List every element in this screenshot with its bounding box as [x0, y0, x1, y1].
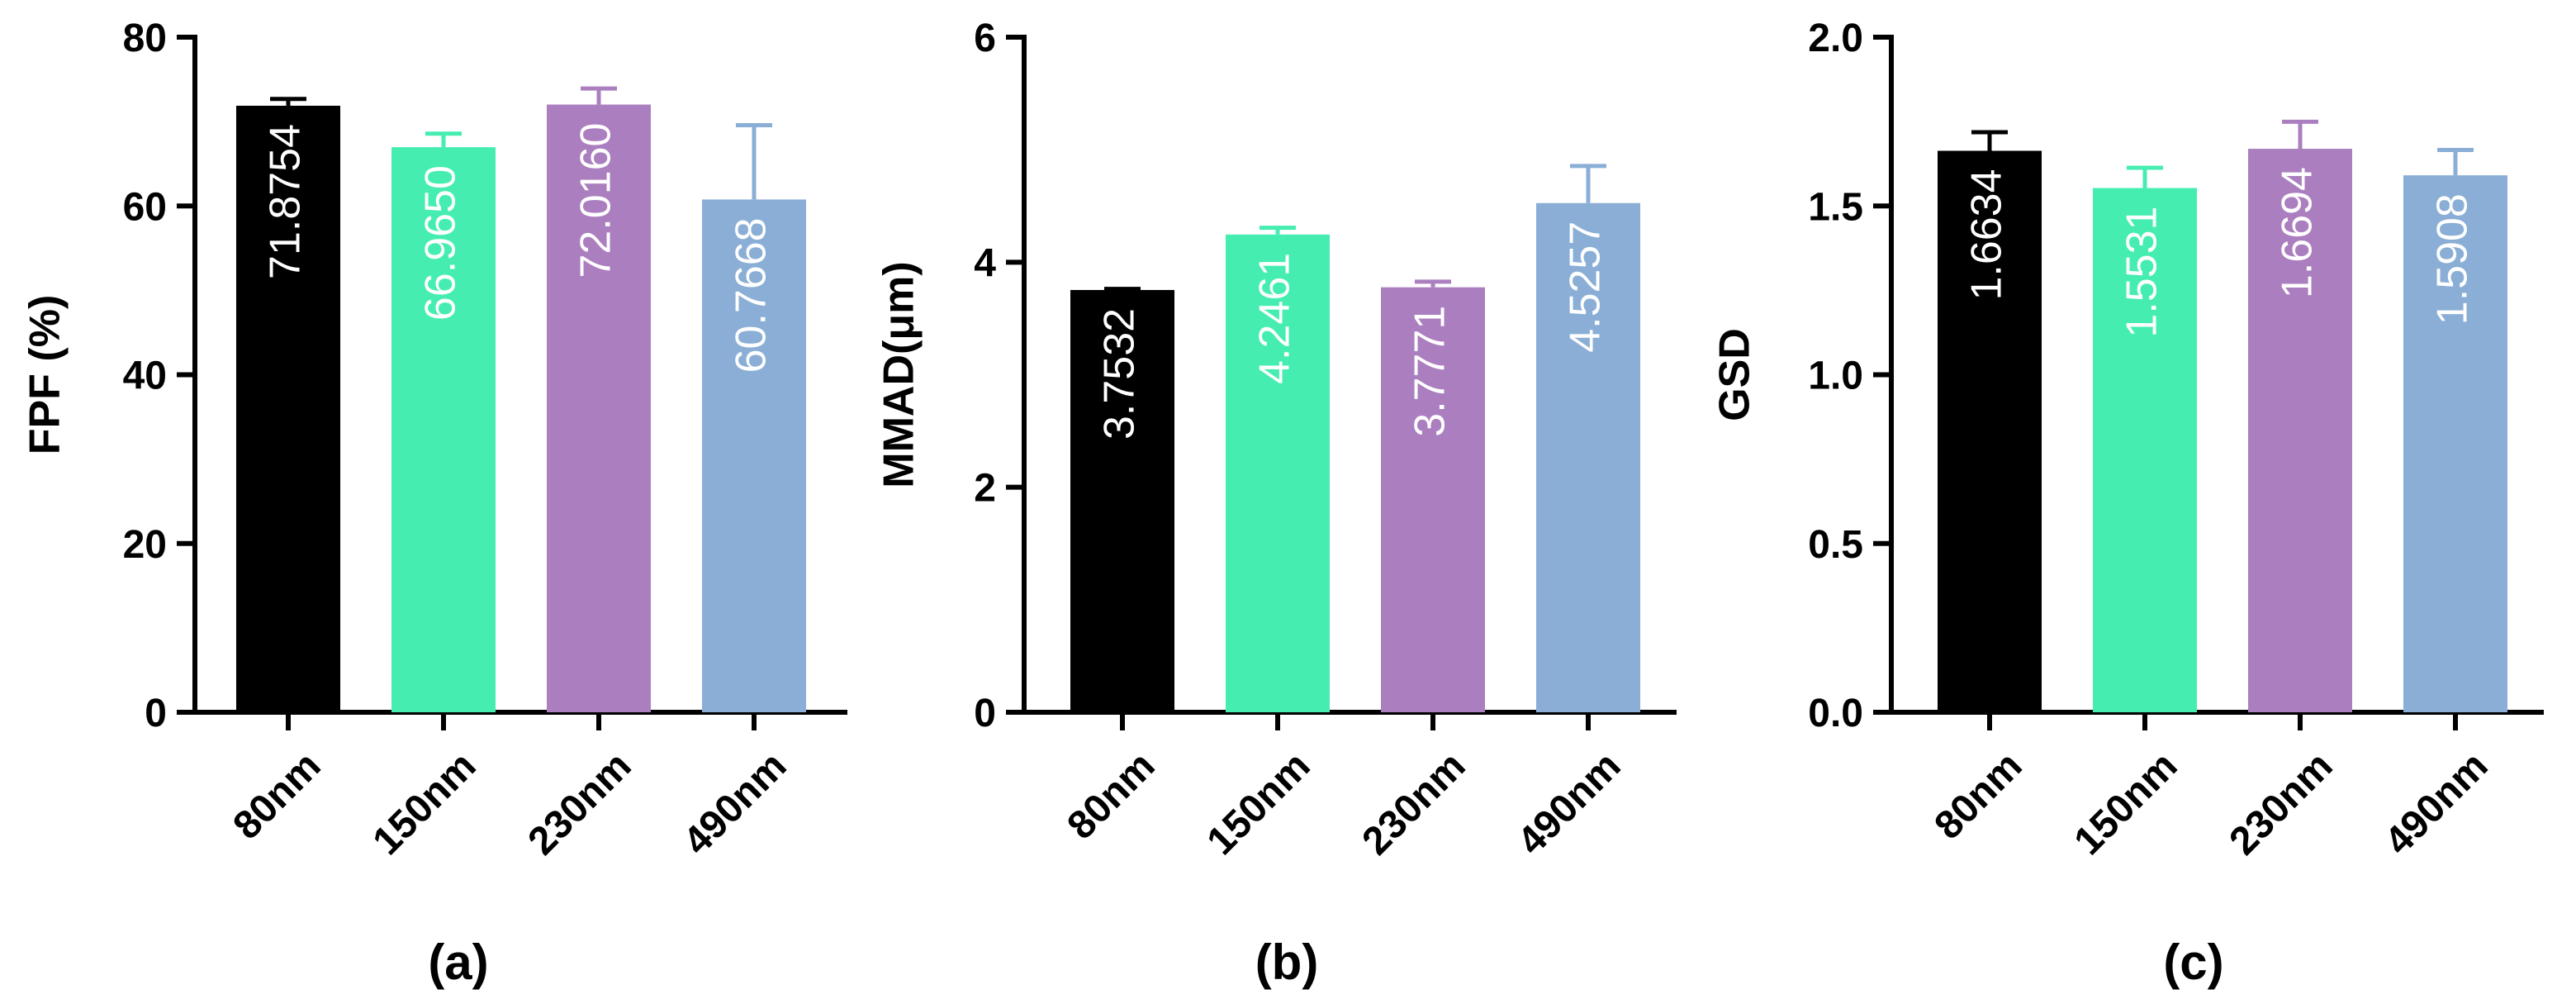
bar-value-label: 3.7532: [1096, 308, 1144, 440]
panel-a: 0 20 40 60 80 FPF (%) 71.8754 80nm 66.9650 150nm 7…: [21, 17, 847, 990]
bar-value-label: 1.6634: [1963, 169, 2011, 301]
bar-150nm: [1226, 234, 1330, 712]
y-tick-label: 2.0: [1808, 17, 1863, 60]
x-category-label: 490nm: [676, 744, 795, 863]
bar-230nm: [547, 104, 651, 712]
bar-value-label: 3.7771: [1407, 306, 1454, 437]
bar-490nm: [702, 199, 806, 712]
y-tick-label: 1.0: [1808, 354, 1863, 398]
x-category-label: 150nm: [365, 744, 485, 863]
x-category-label: 80nm: [225, 744, 329, 848]
y-tick-label: 80: [123, 17, 167, 60]
y-tick-label: 0: [145, 692, 167, 735]
y-tick-label: 20: [123, 523, 167, 567]
y-tick-label: 2: [974, 467, 996, 511]
bar-490nm: [2403, 175, 2507, 712]
y-axis-label: MMAD(μm): [875, 261, 923, 488]
x-category-label: 80nm: [1926, 744, 2030, 848]
x-category-label: 490nm: [2377, 744, 2497, 863]
bar-80nm: [1070, 289, 1174, 712]
y-tick-label: 0.0: [1808, 692, 1863, 735]
bar-80nm: [236, 105, 340, 713]
x-category-label: 150nm: [1199, 744, 1319, 863]
y-axis-label: GSD: [1711, 328, 1759, 421]
y-axis-label: FPF (%): [21, 295, 69, 455]
y-tick-label: 0.5: [1808, 523, 1863, 567]
x-category-label: 490nm: [1510, 744, 1630, 863]
y-tick-label: 0: [974, 692, 996, 735]
y-tick-label: 6: [974, 17, 996, 60]
panel-b: 0 2 4 6 MMAD(μm) 3.7532 80nm 4.2461 150nm 3.7771 2…: [875, 17, 1677, 990]
panel-label: (b): [1255, 935, 1319, 990]
y-tick-label: 40: [123, 354, 167, 398]
x-category-label: 150nm: [2066, 744, 2186, 863]
bar-value-label: 4.2461: [1251, 253, 1299, 384]
bar-value-label: 4.5257: [1562, 221, 1610, 353]
x-category-label: 80nm: [1059, 744, 1163, 848]
bar-value-label: 66.9650: [417, 165, 465, 321]
x-category-label: 230nm: [2222, 744, 2341, 863]
y-tick-label: 60: [123, 185, 167, 229]
bar-value-label: 60.7668: [728, 217, 776, 373]
bar-80nm: [1938, 150, 2042, 712]
x-category-label: 230nm: [520, 744, 640, 863]
panel-c: 0.0 0.5 1.0 1.5 2.0 GSD 1.6634 80nm 1.5531 150nm 1…: [1711, 17, 2544, 990]
bar-value-label: 71.8754: [262, 124, 310, 279]
y-tick-label: 1.5: [1808, 185, 1863, 229]
panel-label: (a): [428, 935, 488, 990]
panel-label: (c): [2163, 935, 2223, 990]
x-category-label: 230nm: [1354, 744, 1474, 863]
bar-150nm: [391, 147, 496, 712]
bar-150nm: [2093, 188, 2197, 712]
bar-490nm: [1536, 202, 1640, 713]
bar-value-label: 1.5531: [2118, 207, 2166, 338]
bar-value-label: 1.5908: [2429, 193, 2477, 325]
bar-230nm: [2248, 149, 2352, 712]
bar-230nm: [1381, 287, 1485, 712]
y-tick-label: 4: [974, 241, 996, 285]
bar-value-label: 72.0160: [572, 123, 620, 278]
bar-value-label: 1.6694: [2274, 167, 2322, 298]
